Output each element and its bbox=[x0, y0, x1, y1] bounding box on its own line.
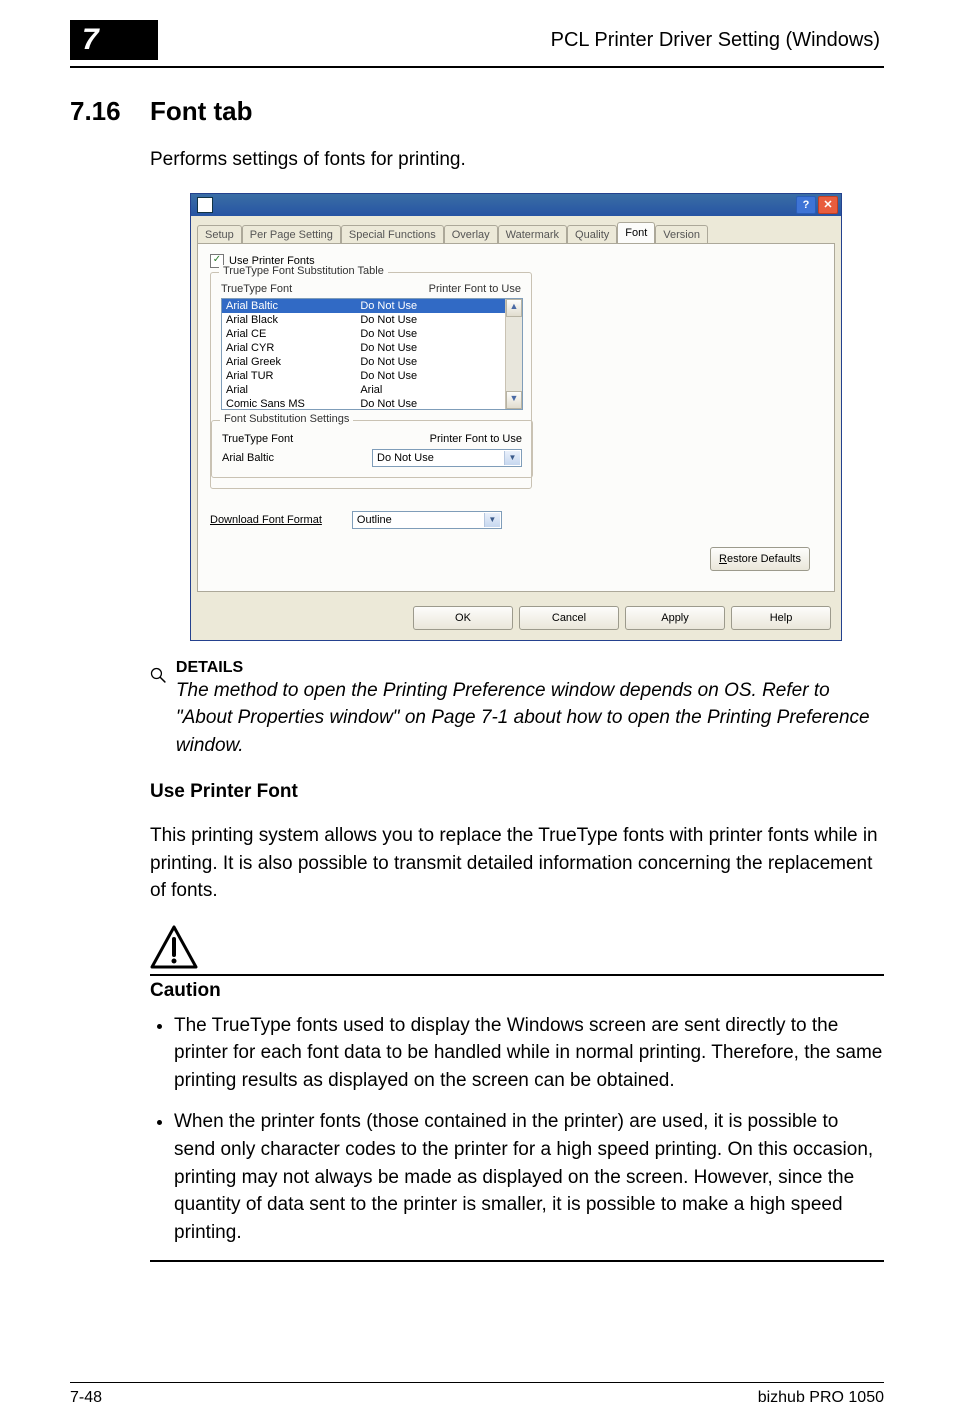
tab-quality[interactable]: Quality bbox=[567, 225, 617, 244]
tab-setup[interactable]: Setup bbox=[197, 225, 242, 244]
list-cell-truetype: Arial CYR bbox=[226, 342, 360, 354]
help-button[interactable]: Help bbox=[731, 606, 831, 630]
dialog-titlebar: ? ✕ bbox=[191, 194, 841, 216]
restore-defaults-button[interactable]: Restore Defaults bbox=[710, 547, 810, 571]
list-cell-printerfont: Do Not Use bbox=[360, 342, 518, 354]
list-cell-truetype: Arial CE bbox=[226, 328, 360, 340]
group-legend-substitution-table: TrueType Font Substitution Table bbox=[219, 265, 388, 277]
list-cell-truetype: Arial bbox=[226, 384, 360, 396]
running-title: PCL Printer Driver Setting (Windows) bbox=[158, 29, 884, 52]
tab-font[interactable]: Font bbox=[617, 222, 655, 243]
page-footer: 7-48 bizhub PRO 1050 bbox=[70, 1382, 884, 1407]
caution-rule-top bbox=[150, 974, 884, 976]
listbox-scrollbar[interactable]: ▲ ▼ bbox=[505, 299, 522, 409]
dialog-help-icon[interactable]: ? bbox=[796, 196, 816, 214]
warning-icon bbox=[150, 925, 198, 969]
tab-version[interactable]: Version bbox=[655, 225, 708, 244]
dialog-app-icon bbox=[197, 197, 213, 213]
value-truetype-font: Arial Baltic bbox=[222, 452, 274, 464]
list-row[interactable]: Arial TUR Do Not Use bbox=[222, 369, 522, 383]
chevron-down-icon: ▼ bbox=[484, 513, 500, 527]
section-number: 7.16 bbox=[70, 96, 150, 127]
substitution-table-group: TrueType Font Substitution Table TrueTyp… bbox=[210, 272, 532, 489]
chevron-down-icon: ▼ bbox=[504, 451, 520, 465]
label-truetype-font: TrueType Font bbox=[222, 433, 293, 445]
list-cell-truetype: Arial Baltic bbox=[226, 300, 360, 312]
magnifier-icon bbox=[150, 659, 166, 691]
list-cell-truetype: Arial Black bbox=[226, 314, 360, 326]
list-row[interactable]: Arial CE Do Not Use bbox=[222, 327, 522, 341]
list-cell-printerfont: Do Not Use bbox=[360, 300, 518, 312]
list-row[interactable]: Arial Greek Do Not Use bbox=[222, 355, 522, 369]
tab-special-functions[interactable]: Special Functions bbox=[341, 225, 444, 244]
caution-bullet: The TrueType fonts used to display the W… bbox=[174, 1012, 884, 1095]
section-heading: 7.16 Font tab bbox=[70, 96, 884, 127]
use-printer-font-text: This printing system allows you to repla… bbox=[150, 822, 884, 905]
details-label: DETAILS bbox=[176, 659, 884, 677]
font-substitution-listbox[interactable]: Arial Baltic Do Not Use Arial Black Do N… bbox=[221, 298, 523, 410]
scroll-down-icon[interactable]: ▼ bbox=[506, 391, 522, 409]
product-name: bizhub PRO 1050 bbox=[758, 1389, 884, 1407]
section-title: Font tab bbox=[150, 96, 253, 127]
font-dialog: ? ✕ Setup Per Page Setting Special Funct… bbox=[190, 193, 842, 641]
tab-per-page-setting[interactable]: Per Page Setting bbox=[242, 225, 341, 244]
list-cell-printerfont: Do Not Use bbox=[360, 356, 518, 368]
page-header: 7 PCL Printer Driver Setting (Windows) bbox=[70, 20, 884, 60]
tab-overlay[interactable]: Overlay bbox=[444, 225, 498, 244]
download-font-format-dropdown[interactable]: Outline ▼ bbox=[352, 511, 502, 529]
list-cell-truetype: Arial TUR bbox=[226, 370, 360, 382]
apply-button[interactable]: Apply bbox=[625, 606, 725, 630]
ok-button[interactable]: OK bbox=[413, 606, 513, 630]
list-row[interactable]: Arial Arial bbox=[222, 383, 522, 397]
list-cell-printerfont: Do Not Use bbox=[360, 370, 518, 382]
header-rule bbox=[70, 66, 884, 68]
caution-rule-bottom bbox=[150, 1260, 884, 1262]
tab-panel-font: ✓ Use Printer Fonts TrueType Font Substi… bbox=[197, 243, 835, 592]
download-font-format-label: Download Font Format bbox=[210, 514, 322, 526]
details-block: DETAILS The method to open the Printing … bbox=[150, 659, 884, 760]
printer-font-dropdown-value: Do Not Use bbox=[377, 452, 434, 464]
details-text: The method to open the Printing Preferen… bbox=[176, 677, 884, 760]
printer-font-dropdown[interactable]: Do Not Use ▼ bbox=[372, 449, 522, 467]
dialog-button-bar: OK Cancel Apply Help bbox=[191, 598, 841, 640]
list-cell-printerfont: Do Not Use bbox=[360, 398, 518, 410]
column-header-printer-font: Printer Font to Use bbox=[429, 283, 521, 295]
list-cell-printerfont: Arial bbox=[360, 384, 518, 396]
close-icon[interactable]: ✕ bbox=[818, 196, 838, 214]
list-cell-printerfont: Do Not Use bbox=[360, 314, 518, 326]
substitution-settings-group: Font Substitution Settings TrueType Font… bbox=[211, 420, 533, 478]
tab-watermark[interactable]: Watermark bbox=[498, 225, 567, 244]
scroll-up-icon[interactable]: ▲ bbox=[506, 299, 522, 317]
chapter-badge: 7 bbox=[70, 20, 158, 60]
page-number: 7-48 bbox=[70, 1389, 102, 1407]
list-cell-printerfont: Do Not Use bbox=[360, 328, 518, 340]
use-printer-font-heading: Use Printer Font bbox=[150, 781, 884, 803]
download-font-format-value: Outline bbox=[357, 514, 392, 526]
dialog-tabs: Setup Per Page Setting Special Functions… bbox=[191, 216, 841, 243]
caution-label: Caution bbox=[150, 980, 884, 1002]
list-row[interactable]: Arial Black Do Not Use bbox=[222, 313, 522, 327]
caution-list: The TrueType fonts used to display the W… bbox=[150, 1012, 884, 1246]
cancel-button[interactable]: Cancel bbox=[519, 606, 619, 630]
label-printer-font-to-use: Printer Font to Use bbox=[430, 433, 522, 445]
caution-bullet: When the printer fonts (those contained … bbox=[174, 1108, 884, 1246]
list-row[interactable]: Arial Baltic Do Not Use bbox=[222, 299, 522, 313]
caution-block bbox=[150, 925, 884, 974]
column-header-truetype: TrueType Font bbox=[221, 283, 292, 295]
list-row[interactable]: Comic Sans MS Do Not Use bbox=[222, 397, 522, 410]
group-legend-substitution-settings: Font Substitution Settings bbox=[220, 413, 353, 425]
list-cell-truetype: Comic Sans MS bbox=[226, 398, 360, 410]
section-intro: Performs settings of fonts for printing. bbox=[150, 146, 884, 174]
list-row[interactable]: Arial CYR Do Not Use bbox=[222, 341, 522, 355]
list-cell-truetype: Arial Greek bbox=[226, 356, 360, 368]
